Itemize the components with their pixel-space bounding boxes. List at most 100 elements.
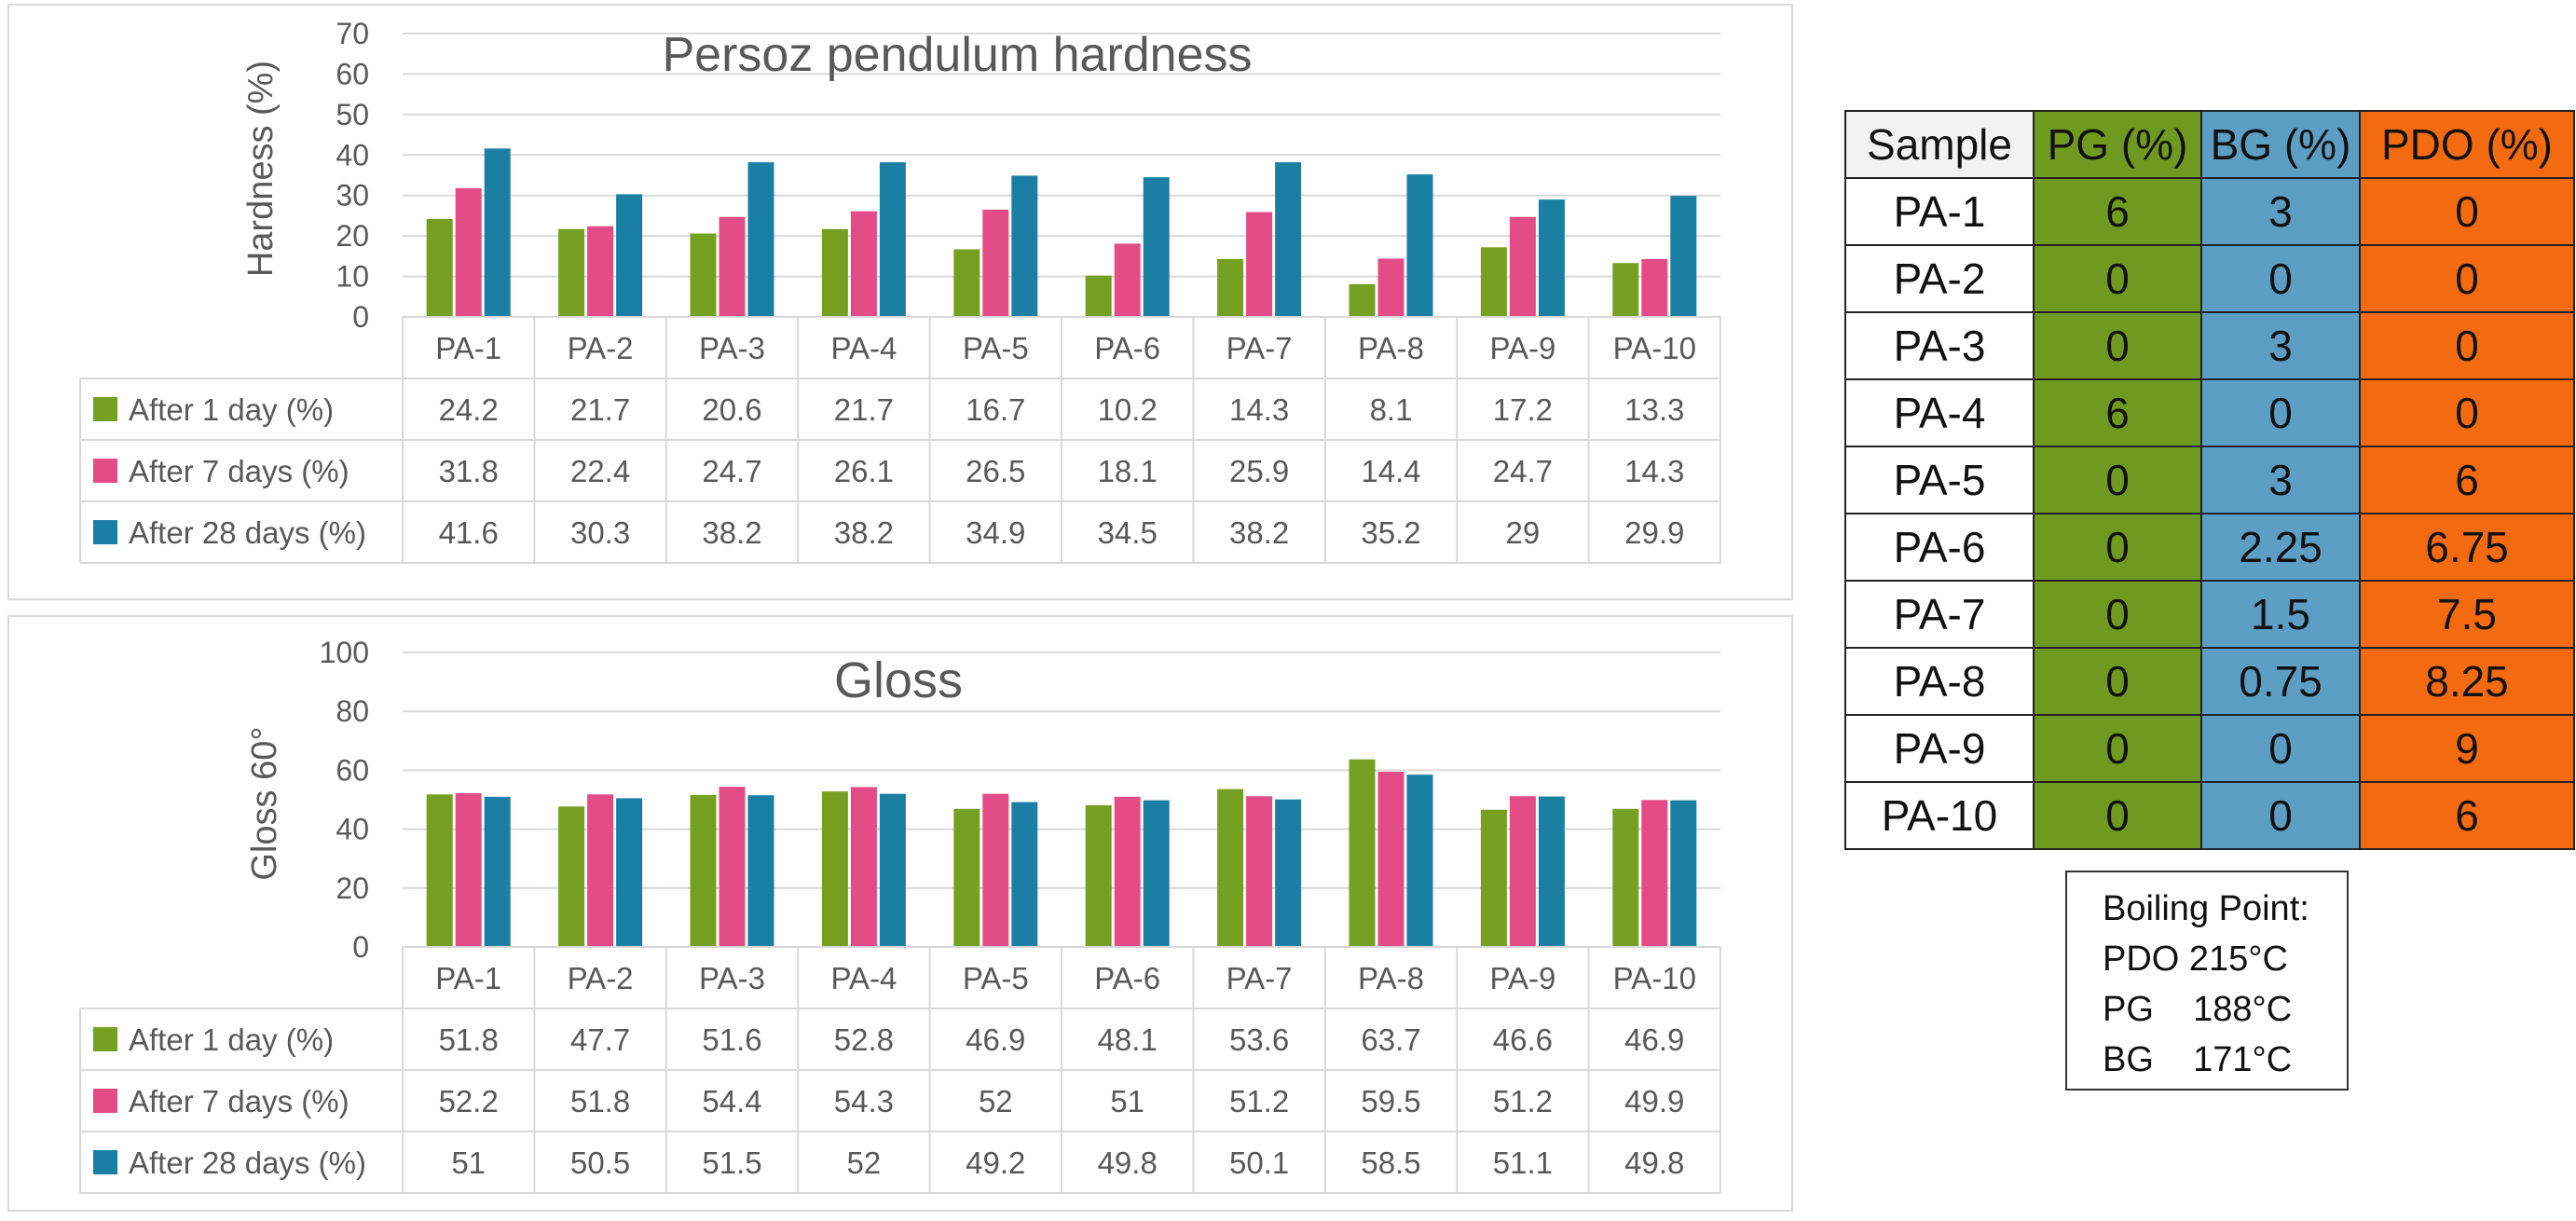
bar-day28 [1538, 796, 1565, 947]
bar-day1 [558, 806, 585, 947]
legend-label: After 28 days (%) [129, 1146, 366, 1180]
x-tick-label: PA-6 [1094, 331, 1160, 365]
cell-pdo: 0 [2359, 177, 2575, 246]
cell-sample: PA-7 [1844, 580, 2035, 649]
bar-day28 [484, 148, 511, 317]
y-tick-label: 10 [336, 260, 369, 294]
bar-day1 [426, 794, 453, 947]
data-label: 38.2 [702, 515, 761, 550]
cell-pg: 6 [2033, 378, 2202, 447]
x-tick-label: PA-7 [1226, 331, 1293, 365]
y-tick-label: 30 [336, 179, 369, 213]
y-axis-label: Hardness (%) [241, 61, 281, 277]
y-tick-label: 70 [336, 17, 369, 50]
bar-day7 [1114, 796, 1141, 947]
bar-day7 [1246, 212, 1273, 317]
data-label: 46.9 [1624, 1022, 1684, 1057]
composition-row: PA-7 0 1.5 7.5 [1844, 580, 2575, 649]
data-label: 51.1 [1493, 1146, 1553, 1180]
bar-day1 [821, 228, 848, 317]
bar-day7 [455, 187, 482, 317]
data-label: 59.5 [1361, 1084, 1420, 1118]
cell-pdo: 6 [2359, 446, 2575, 514]
data-label: 52.2 [439, 1084, 499, 1118]
data-label: 51.5 [702, 1146, 761, 1180]
data-label: 21.7 [570, 392, 630, 427]
data-label: 38.2 [834, 515, 894, 550]
data-label: 58.5 [1361, 1146, 1420, 1180]
x-tick-label: PA-5 [963, 961, 1029, 995]
data-label: 49.8 [1098, 1146, 1158, 1180]
data-label: 51.8 [439, 1022, 499, 1057]
composition-table: Sample PG (%) BG (%) PDO (%) PA-1 6 3 0 PA-2… [1844, 110, 2575, 850]
y-axis-label: Gloss 60° [245, 726, 284, 880]
bar-day7 [850, 787, 877, 947]
x-tick-label: PA-10 [1613, 331, 1696, 365]
chart-title: Persoz pendulum hardness [662, 28, 1252, 82]
legend-key [93, 520, 117, 544]
data-label: 17.2 [1493, 392, 1553, 427]
cell-sample: PA-2 [1844, 244, 2035, 313]
data-label: 52 [847, 1146, 882, 1180]
cell-sample: PA-4 [1844, 378, 2035, 447]
bar-day7 [850, 211, 877, 317]
y-tick-label: 20 [336, 871, 369, 905]
bar-day28 [747, 162, 774, 317]
data-label: 49.8 [1624, 1146, 1684, 1180]
bar-day7 [982, 209, 1009, 317]
cell-pdo: 0 [2359, 378, 2575, 447]
legend-label: After 28 days (%) [129, 515, 366, 550]
x-tick-label: PA-3 [699, 331, 765, 365]
data-label: 38.2 [1229, 515, 1289, 550]
data-label: 50.5 [570, 1146, 630, 1180]
hardness-chart: 0 10 20 30 40 50 60 70 Persoz pendulum hardness H… [79, 17, 1721, 564]
bar-day28 [484, 796, 511, 947]
legend-label: After 7 days (%) [129, 1084, 349, 1118]
bar-day1 [953, 249, 980, 317]
data-label: 51.2 [1229, 1084, 1289, 1118]
cell-bg: 2.25 [2200, 513, 2361, 582]
bar-day28 [616, 194, 643, 317]
bar-day7 [587, 226, 614, 317]
data-label: 48.1 [1098, 1022, 1158, 1057]
bar-day28 [747, 795, 774, 947]
cell-bg: 1.5 [2200, 580, 2361, 649]
bar-day1 [1349, 759, 1376, 947]
header-pg: PG (%) [2033, 110, 2202, 179]
bar-day28 [1011, 802, 1038, 947]
boiling-point-title: Boiling Point: [2103, 889, 2309, 928]
bar-day1 [1612, 808, 1639, 947]
data-label: 51.8 [570, 1084, 630, 1118]
bar-day28 [879, 162, 906, 317]
cell-pdo: 6 [2359, 781, 2575, 850]
legend-key [93, 397, 117, 421]
bar-day28 [1670, 800, 1697, 947]
data-label: 24.7 [702, 454, 761, 488]
composition-row: PA-10 0 0 6 [1844, 781, 2575, 850]
data-label: 14.4 [1361, 454, 1420, 488]
bar-day1 [1085, 805, 1112, 947]
data-label: 46.9 [966, 1022, 1025, 1057]
bar-day7 [455, 793, 482, 947]
cell-sample: PA-8 [1844, 647, 2035, 716]
cell-bg: 0.75 [2200, 647, 2361, 716]
gloss-chart: 0 20 40 60 80 100 Gloss Gloss 60° PA-1 PA-2 PA-3 PA… [79, 636, 1721, 1194]
header-sample: Sample [1844, 110, 2035, 179]
boiling-point-pg: PG 188°C [2103, 990, 2293, 1029]
x-tick-label: PA-8 [1358, 331, 1424, 365]
bar-day7 [719, 787, 746, 947]
x-tick-label: PA-4 [830, 331, 897, 365]
bar-day7 [1114, 243, 1141, 317]
data-label: 47.7 [570, 1022, 630, 1057]
bar-day28 [1406, 174, 1433, 317]
bar-day7 [982, 793, 1009, 947]
data-label: 46.6 [1493, 1022, 1553, 1057]
x-tick-label: PA-1 [435, 331, 501, 365]
composition-row: PA-8 0 0.75 8.25 [1844, 647, 2575, 716]
data-label: 14.3 [1229, 392, 1289, 427]
composition-row: PA-1 6 3 0 [1844, 177, 2575, 246]
data-label: 34.5 [1098, 515, 1158, 550]
legend-key [93, 1150, 117, 1174]
composition-row: PA-6 0 2.25 6.75 [1844, 513, 2575, 582]
bar-day1 [953, 808, 980, 947]
